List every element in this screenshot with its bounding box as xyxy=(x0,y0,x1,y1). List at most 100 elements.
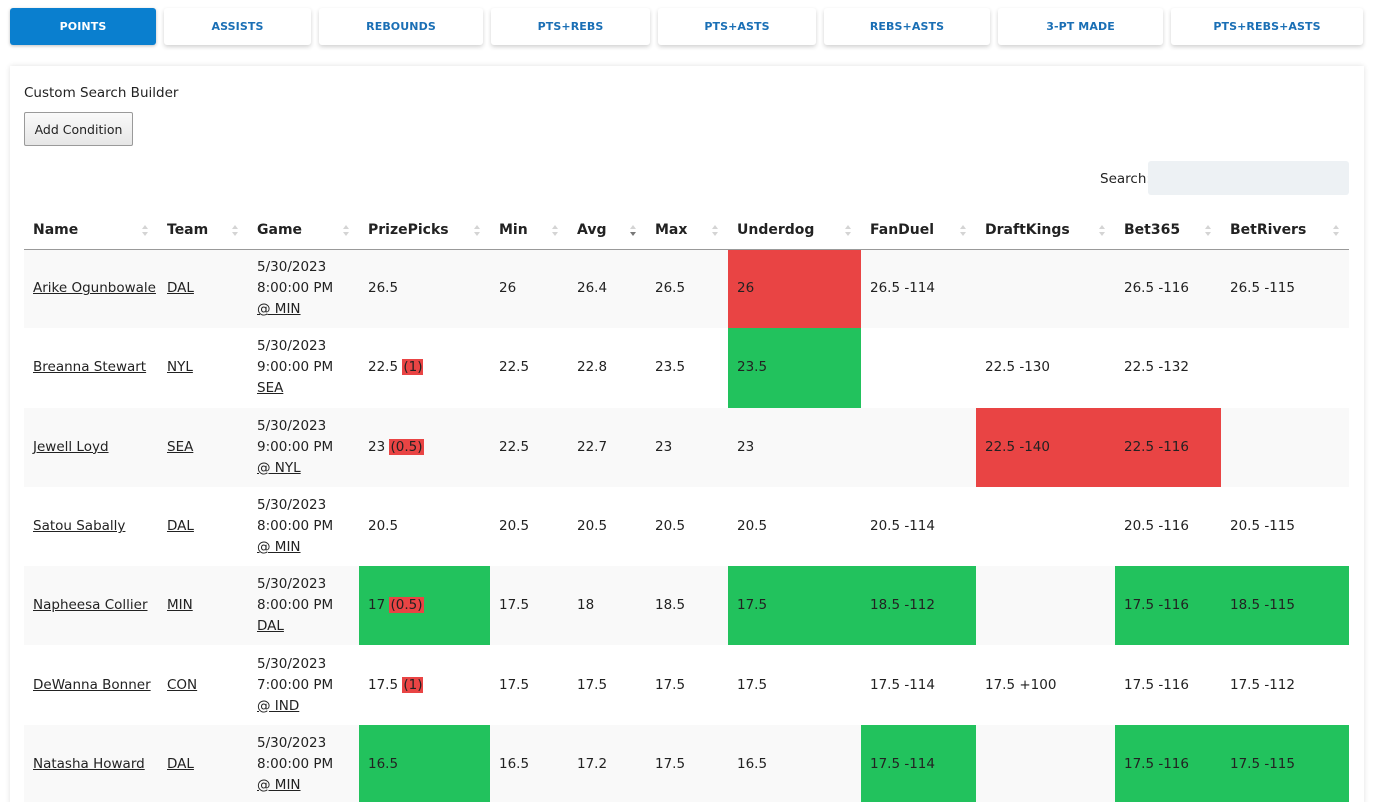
cell-prizepicks: 20.5 xyxy=(359,486,490,567)
table-header-row: Name Team Game PrizePicks Min Avg Max Un… xyxy=(24,212,1349,250)
column-header-name[interactable]: Name xyxy=(24,212,158,250)
opponent-link[interactable]: @ MIN xyxy=(257,301,301,318)
cell-max: 17.5 xyxy=(646,645,728,725)
column-header-underdog[interactable]: Underdog xyxy=(728,212,861,250)
line-diff-badge: (1) xyxy=(402,359,424,376)
cell-max: 23 xyxy=(646,407,728,487)
add-condition-button[interactable]: Add Condition xyxy=(24,112,133,146)
game-date: 5/30/2023 xyxy=(257,576,327,593)
cell-underdog: 16.5 xyxy=(728,724,861,802)
column-header-betrivers[interactable]: BetRivers xyxy=(1221,212,1349,250)
tab-pts-rebs-asts[interactable]: PTS+REBS+ASTS xyxy=(1171,8,1363,45)
player-link[interactable]: Breanna Stewart xyxy=(33,359,147,376)
cell-prizepicks: 16.5 xyxy=(359,724,490,802)
results-panel: Custom Search Builder Add Condition Sear… xyxy=(10,66,1364,802)
prizepicks-line: 22.5 xyxy=(368,359,399,376)
team-link[interactable]: NYL xyxy=(167,359,193,376)
column-header-draftkings[interactable]: DraftKings xyxy=(976,212,1115,250)
cell-max: 23.5 xyxy=(646,328,728,408)
column-header-max[interactable]: Max xyxy=(646,212,728,250)
team-link[interactable]: DAL xyxy=(167,518,194,535)
tab-assists[interactable]: ASSISTS xyxy=(164,8,311,45)
cell-avg: 20.5 xyxy=(568,486,646,567)
cell-avg: 17.2 xyxy=(568,724,646,802)
cell-draftkings xyxy=(976,486,1115,567)
opponent-link[interactable]: @ IND xyxy=(257,697,300,714)
cell-prizepicks: 26.5 xyxy=(359,249,490,329)
search-input[interactable] xyxy=(1148,161,1349,195)
tab-pts-asts[interactable]: PTS+ASTS xyxy=(658,8,816,45)
cell-draftkings xyxy=(976,724,1115,802)
cell-team: DAL xyxy=(158,724,248,802)
tab-rebs-asts[interactable]: REBS+ASTS xyxy=(824,8,990,45)
team-link[interactable]: SEA xyxy=(167,438,194,455)
cell-name: Satou Sabally xyxy=(24,486,158,567)
prizepicks-line: 23 xyxy=(368,438,386,455)
table-row: Breanna Stewart NYL 5/30/2023 9:00:00 PM SEA… xyxy=(24,328,1349,408)
cell-min: 16.5 xyxy=(490,724,568,802)
cell-avg: 18 xyxy=(568,566,646,646)
column-header-fanduel[interactable]: FanDuel xyxy=(861,212,976,250)
column-header-team[interactable]: Team xyxy=(158,212,248,250)
cell-prizepicks: 22.5 (1) xyxy=(359,328,490,408)
player-link[interactable]: Arike Ogunbowale xyxy=(33,280,156,297)
cell-draftkings: 22.5 -140 xyxy=(976,407,1115,487)
sort-icon xyxy=(142,223,150,237)
game-time: 9:00:00 PM xyxy=(257,359,334,376)
team-link[interactable]: DAL xyxy=(167,280,194,297)
tab-rebounds[interactable]: REBOUNDS xyxy=(319,8,483,45)
cell-betrivers: 17.5 -112 xyxy=(1221,645,1349,725)
opponent-link[interactable]: @ MIN xyxy=(257,539,301,556)
column-header-min[interactable]: Min xyxy=(490,212,568,250)
opponent-link[interactable]: DAL xyxy=(257,618,284,635)
game-time: 8:00:00 PM xyxy=(257,280,334,297)
column-header-avg[interactable]: Avg xyxy=(568,212,646,250)
cell-game: 5/30/2023 8:00:00 PM @ MIN xyxy=(248,249,359,329)
cell-fanduel: 17.5 -114 xyxy=(861,724,976,802)
player-link[interactable]: Natasha Howard xyxy=(33,755,145,772)
cell-bet365: 17.5 -116 xyxy=(1115,645,1221,725)
sort-icon xyxy=(712,223,720,237)
cell-game: 5/30/2023 8:00:00 PM DAL xyxy=(248,566,359,646)
team-link[interactable]: CON xyxy=(167,676,198,693)
table-body: Arike Ogunbowale DAL 5/30/2023 8:00:00 PM @ … xyxy=(24,249,1349,802)
cell-betrivers: 26.5 -115 xyxy=(1221,249,1349,329)
search-builder-title: Custom Search Builder xyxy=(24,85,179,101)
sort-icon xyxy=(474,223,482,237)
game-date: 5/30/2023 xyxy=(257,417,327,434)
cell-min: 22.5 xyxy=(490,328,568,408)
cell-betrivers xyxy=(1221,328,1349,408)
tab-points[interactable]: POINTS xyxy=(10,8,156,45)
opponent-link[interactable]: @ NYL xyxy=(257,459,301,476)
table-row: Jewell Loyd SEA 5/30/2023 9:00:00 PM @ NYL 23… xyxy=(24,407,1349,487)
search-label: Search: xyxy=(1100,171,1151,187)
tab-pts-rebs[interactable]: PTS+REBS xyxy=(491,8,650,45)
player-link[interactable]: Napheesa Collier xyxy=(33,597,148,614)
player-link[interactable]: Jewell Loyd xyxy=(33,438,109,455)
cell-bet365: 20.5 -116 xyxy=(1115,486,1221,567)
cell-avg: 22.7 xyxy=(568,407,646,487)
column-header-bet365[interactable]: Bet365 xyxy=(1115,212,1221,250)
cell-name: Natasha Howard xyxy=(24,724,158,802)
cell-betrivers: 20.5 -115 xyxy=(1221,486,1349,567)
table-row: Napheesa Collier MIN 5/30/2023 8:00:00 PM DA… xyxy=(24,566,1349,646)
tab-3pt-made[interactable]: 3-PT MADE xyxy=(998,8,1163,45)
opponent-link[interactable]: @ MIN xyxy=(257,776,301,793)
cell-fanduel: 20.5 -114 xyxy=(861,486,976,567)
player-link[interactable]: DeWanna Bonner xyxy=(33,676,151,693)
cell-underdog: 20.5 xyxy=(728,486,861,567)
opponent-link[interactable]: SEA xyxy=(257,380,284,397)
line-diff-badge: (1) xyxy=(402,676,424,693)
team-link[interactable]: DAL xyxy=(167,755,194,772)
sort-icon xyxy=(960,223,968,237)
game-date: 5/30/2023 xyxy=(257,655,327,672)
prizepicks-line: 16.5 xyxy=(368,755,399,772)
cell-betrivers: 18.5 -115 xyxy=(1221,566,1349,646)
column-header-prizepicks[interactable]: PrizePicks xyxy=(359,212,490,250)
team-link[interactable]: MIN xyxy=(167,597,193,614)
prizepicks-line: 26.5 xyxy=(368,280,399,297)
sort-icon xyxy=(845,223,853,237)
column-header-game[interactable]: Game xyxy=(248,212,359,250)
table-row: Natasha Howard DAL 5/30/2023 8:00:00 PM @ MI… xyxy=(24,724,1349,802)
player-link[interactable]: Satou Sabally xyxy=(33,518,126,535)
